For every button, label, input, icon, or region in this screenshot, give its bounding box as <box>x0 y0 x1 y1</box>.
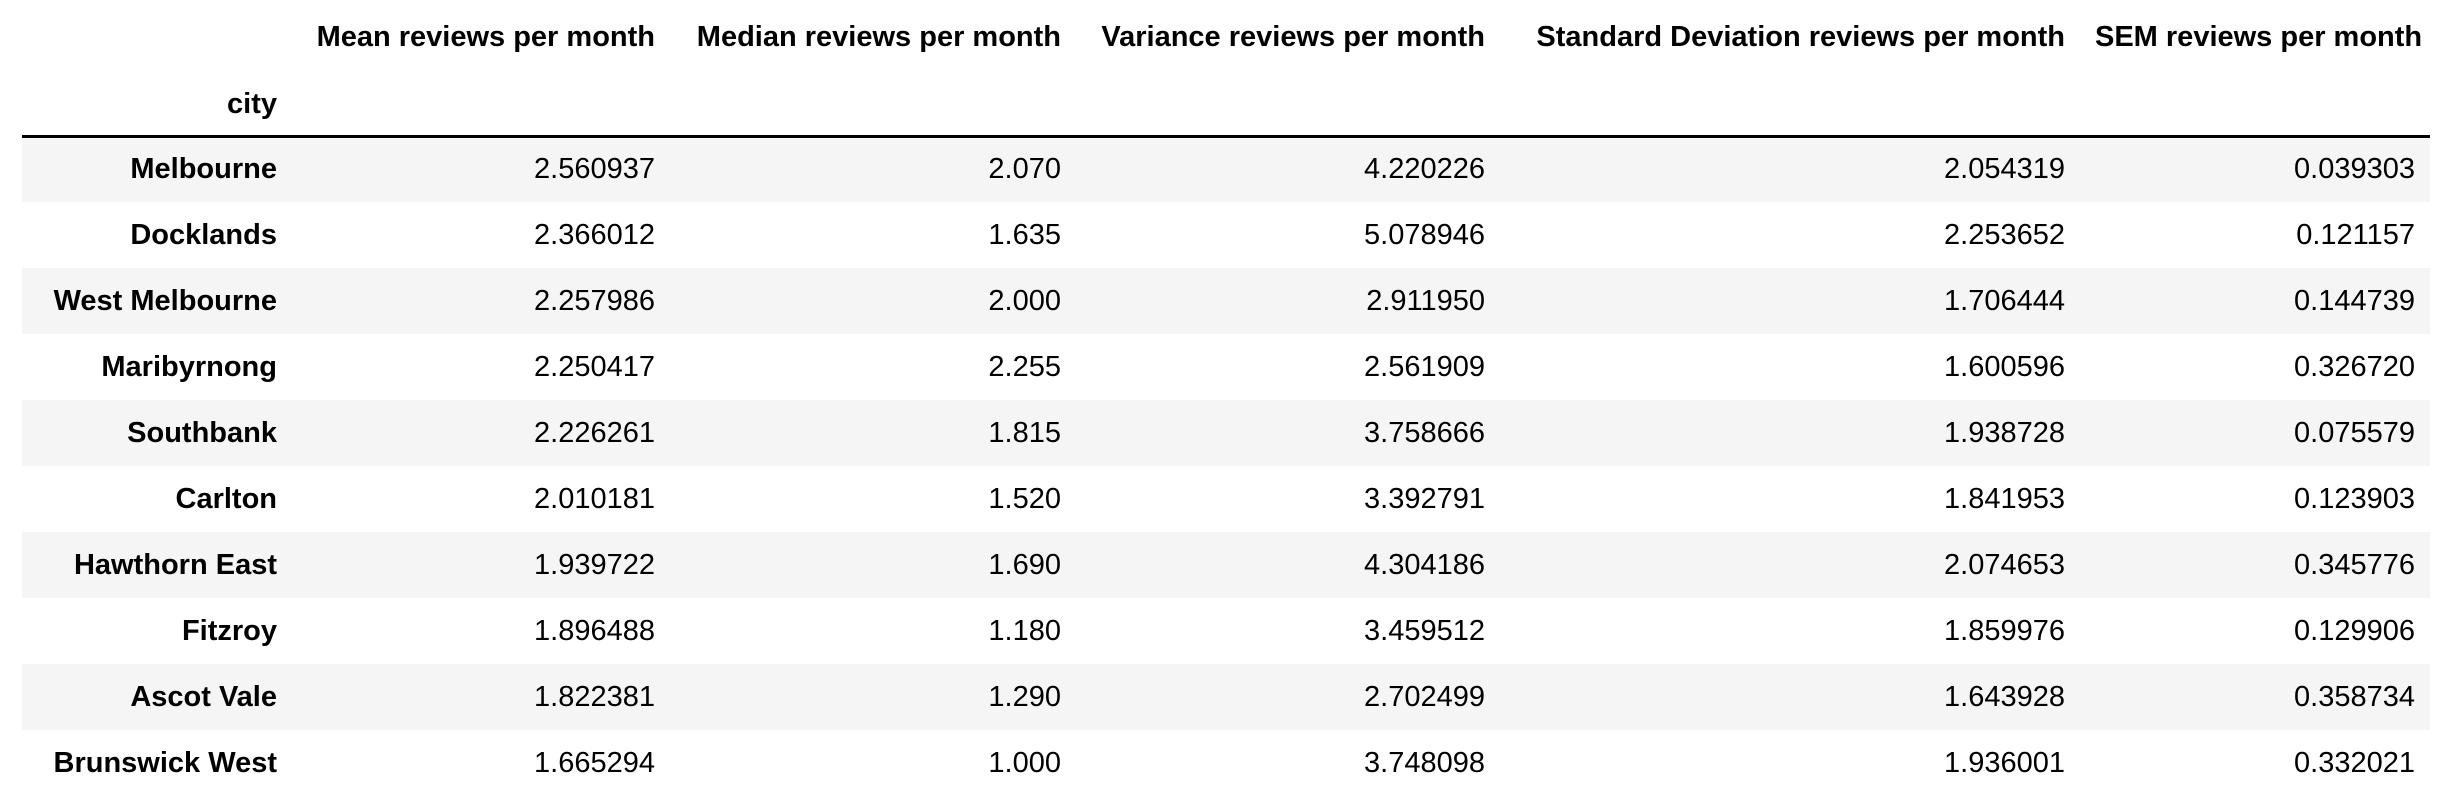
cell-std: 2.054319 <box>1944 153 2065 186</box>
cell-std: 1.938728 <box>1944 416 2065 449</box>
cell-median: 1.520 <box>988 482 1061 515</box>
cell-median: 1.690 <box>988 548 1061 581</box>
cell-mean: 2.366012 <box>534 218 655 251</box>
blank-header-cell <box>2080 74 2430 138</box>
column-header-median: Median reviews per month <box>696 20 1061 53</box>
cell-median: 1.815 <box>988 416 1061 449</box>
row-label-city: West Melbourne <box>53 284 277 317</box>
table-row: Docklands 2.366012 1.635 5.078946 2.2536… <box>22 202 2430 268</box>
cell-mean: 2.257986 <box>534 284 655 317</box>
column-header-variance: Variance reviews per month <box>1101 20 1485 53</box>
cell-variance: 5.078946 <box>1364 218 1485 251</box>
column-header-sem: SEM reviews per month <box>2095 20 2423 53</box>
table-row: Maribyrnong 2.250417 2.255 2.561909 1.60… <box>22 334 2430 400</box>
cell-std: 1.936001 <box>1944 746 2065 779</box>
row-label-city: Brunswick West <box>53 746 277 779</box>
cell-std: 1.859976 <box>1944 614 2065 647</box>
cell-sem: 0.075579 <box>2294 416 2415 449</box>
cell-variance: 4.304186 <box>1364 548 1485 581</box>
blank-header-cell <box>292 74 670 138</box>
blank-header-cell <box>670 74 1076 138</box>
table-body: Melbourne 2.560937 2.070 4.220226 2.0543… <box>22 136 2430 796</box>
row-label-city: Hawthorn East <box>73 548 277 581</box>
cell-sem: 0.129906 <box>2294 614 2415 647</box>
cell-variance: 3.748098 <box>1364 746 1485 779</box>
table-row: Hawthorn East 1.939722 1.690 4.304186 2.… <box>22 532 2430 598</box>
table-row: Melbourne 2.560937 2.070 4.220226 2.0543… <box>22 136 2430 202</box>
column-header-mean: Mean reviews per month <box>316 20 655 53</box>
cell-mean: 2.560937 <box>534 153 655 186</box>
table-row: Carlton 2.010181 1.520 3.392791 1.841953… <box>22 466 2430 532</box>
cell-median: 2.255 <box>988 350 1061 383</box>
cell-mean: 1.896488 <box>534 614 655 647</box>
cell-sem: 0.332021 <box>2294 746 2415 779</box>
row-label-city: Fitzroy <box>181 614 277 647</box>
cell-std: 1.706444 <box>1944 284 2065 317</box>
cell-sem: 0.121157 <box>2296 218 2415 251</box>
cell-std: 1.841953 <box>1944 482 2065 515</box>
cell-sem: 0.039303 <box>2294 153 2415 186</box>
cell-std: 1.600596 <box>1944 350 2065 383</box>
cell-mean: 2.010181 <box>534 482 655 515</box>
table-row: Brunswick West 1.665294 1.000 3.748098 1… <box>22 730 2430 796</box>
table-row: Fitzroy 1.896488 1.180 3.459512 1.859976… <box>22 598 2430 664</box>
table-row: West Melbourne 2.257986 2.000 2.911950 1… <box>22 268 2430 334</box>
cell-sem: 0.144739 <box>2294 284 2415 317</box>
row-label-city: Melbourne <box>130 153 277 186</box>
row-label-city: Southbank <box>127 416 277 449</box>
cell-mean: 2.226261 <box>534 416 655 449</box>
index-name-header: city <box>22 74 292 138</box>
table-header: Mean reviews per month Median reviews pe… <box>22 0 2430 138</box>
cell-median: 1.290 <box>988 680 1061 713</box>
row-label-city: Maribyrnong <box>101 350 277 383</box>
corner-cell <box>22 0 292 74</box>
statistics-table: Mean reviews per month Median reviews pe… <box>22 0 2430 796</box>
dataframe-output: Mean reviews per month Median reviews pe… <box>22 0 2430 796</box>
cell-variance: 2.702499 <box>1364 680 1485 713</box>
cell-sem: 0.123903 <box>2294 482 2415 515</box>
blank-header-cell <box>1500 74 2080 138</box>
column-header-std: Standard Deviation reviews per month <box>1536 20 2065 53</box>
cell-std: 2.074653 <box>1944 548 2065 581</box>
cell-median: 2.070 <box>988 153 1061 186</box>
cell-variance: 2.911950 <box>1366 284 1485 317</box>
cell-mean: 1.665294 <box>534 746 655 779</box>
index-name-row: city <box>22 74 2430 138</box>
cell-variance: 4.220226 <box>1364 153 1485 186</box>
cell-mean: 2.250417 <box>534 350 655 383</box>
cell-variance: 3.459512 <box>1364 614 1485 647</box>
cell-median: 1.180 <box>988 614 1061 647</box>
row-label-city: Ascot Vale <box>130 680 277 713</box>
cell-std: 2.253652 <box>1944 218 2065 251</box>
table-row: Southbank 2.226261 1.815 3.758666 1.9387… <box>22 400 2430 466</box>
row-label-city: Carlton <box>175 482 278 515</box>
cell-median: 2.000 <box>988 284 1061 317</box>
cell-sem: 0.345776 <box>2294 548 2415 581</box>
cell-variance: 3.392791 <box>1364 482 1485 515</box>
cell-median: 1.000 <box>988 746 1061 779</box>
cell-sem: 0.326720 <box>2294 350 2415 383</box>
table-row: Ascot Vale 1.822381 1.290 2.702499 1.643… <box>22 664 2430 730</box>
cell-variance: 3.758666 <box>1364 416 1485 449</box>
cell-mean: 1.939722 <box>534 548 655 581</box>
row-label-city: Docklands <box>130 218 277 251</box>
cell-median: 1.635 <box>988 218 1061 251</box>
cell-std: 1.643928 <box>1944 680 2065 713</box>
cell-mean: 1.822381 <box>534 680 655 713</box>
column-header-row: Mean reviews per month Median reviews pe… <box>22 0 2430 74</box>
cell-sem: 0.358734 <box>2294 680 2415 713</box>
blank-header-cell <box>1076 74 1500 138</box>
cell-variance: 2.561909 <box>1364 350 1485 383</box>
